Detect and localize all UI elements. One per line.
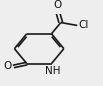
Text: O: O xyxy=(4,61,12,71)
Text: O: O xyxy=(54,0,62,10)
Text: NH: NH xyxy=(45,66,60,76)
Text: Cl: Cl xyxy=(78,20,89,30)
